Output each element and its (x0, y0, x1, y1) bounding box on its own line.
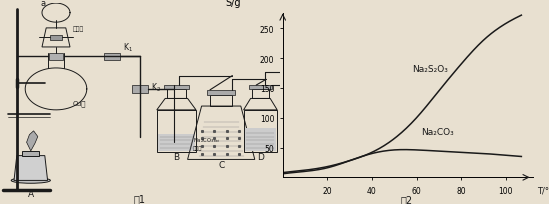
Text: A: A (28, 189, 34, 198)
Text: Na₂S₂O₃: Na₂S₂O₃ (412, 65, 448, 74)
Bar (157, 110, 196, 152)
Text: 图2: 图2 (400, 194, 412, 204)
Polygon shape (26, 131, 38, 151)
Bar (166, 89, 186, 99)
Ellipse shape (11, 178, 51, 183)
Bar (245, 128, 276, 151)
Bar (49, 53, 63, 61)
Bar (164, 86, 189, 89)
Text: 图1: 图1 (134, 193, 146, 203)
Text: Na₂CO₃: Na₂CO₃ (421, 128, 454, 137)
Text: K$_1$: K$_1$ (123, 41, 133, 53)
Text: B: B (173, 153, 180, 162)
Text: Cu片: Cu片 (73, 100, 86, 106)
Bar (132, 86, 148, 93)
Bar (51, 35, 61, 41)
Bar (244, 110, 277, 152)
Bar (23, 151, 39, 156)
Text: a: a (41, 0, 46, 8)
Bar (249, 86, 272, 89)
Text: D: D (257, 153, 264, 162)
Polygon shape (14, 156, 48, 181)
Text: Na$_2$CO$_3$溶液
和硫粉: Na$_2$CO$_3$溶液 和硫粉 (193, 135, 221, 150)
Bar (207, 90, 235, 95)
Text: T/°C: T/°C (537, 186, 549, 195)
Text: K$_2$: K$_2$ (151, 81, 161, 94)
Bar (252, 89, 269, 99)
Bar (158, 134, 194, 151)
Bar (210, 95, 232, 106)
Text: C: C (218, 160, 225, 169)
Bar (104, 53, 120, 61)
Text: 浓硫酸: 浓硫酸 (73, 26, 84, 32)
Y-axis label: S/g: S/g (225, 0, 240, 8)
